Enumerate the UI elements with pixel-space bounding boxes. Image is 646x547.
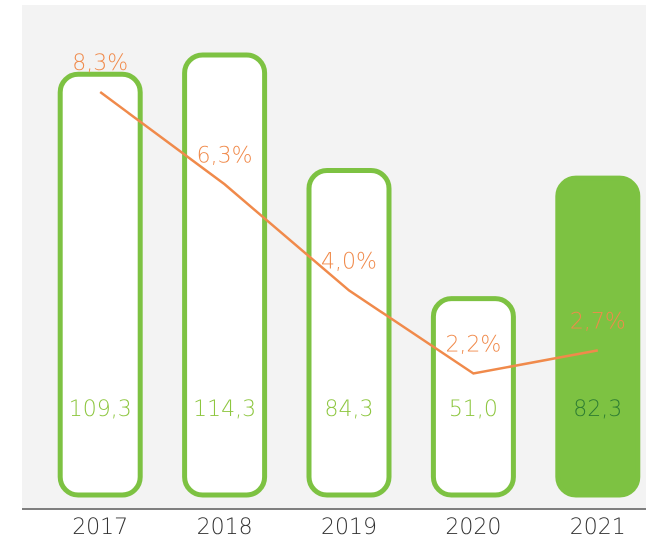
line-value-label: 2,7% [570,309,626,334]
bar-value-label: 84,3 [325,397,374,422]
bar-value-label: 51,0 [449,397,498,422]
bar [306,167,392,498]
line-value-label: 4,0% [321,249,377,274]
line [99,90,599,375]
line-value-label: 8,3% [72,51,128,76]
x-tick-label: 2018 [197,515,253,540]
x-tick-label: 2020 [445,515,501,540]
bar-value-label: 114,3 [193,397,256,422]
x-tick-label: 2019 [321,515,377,540]
line-value-label: 6,3% [197,143,253,168]
bar [430,296,516,498]
bar [182,52,268,498]
bar-value-label: 109,3 [69,397,132,422]
bar-value-label: 82,3 [573,397,622,422]
bar [57,71,143,498]
bar [555,175,641,498]
x-tick-label: 2021 [570,515,626,540]
x-tick-label: 2017 [72,515,128,540]
line-value-label: 2,2% [445,332,501,357]
